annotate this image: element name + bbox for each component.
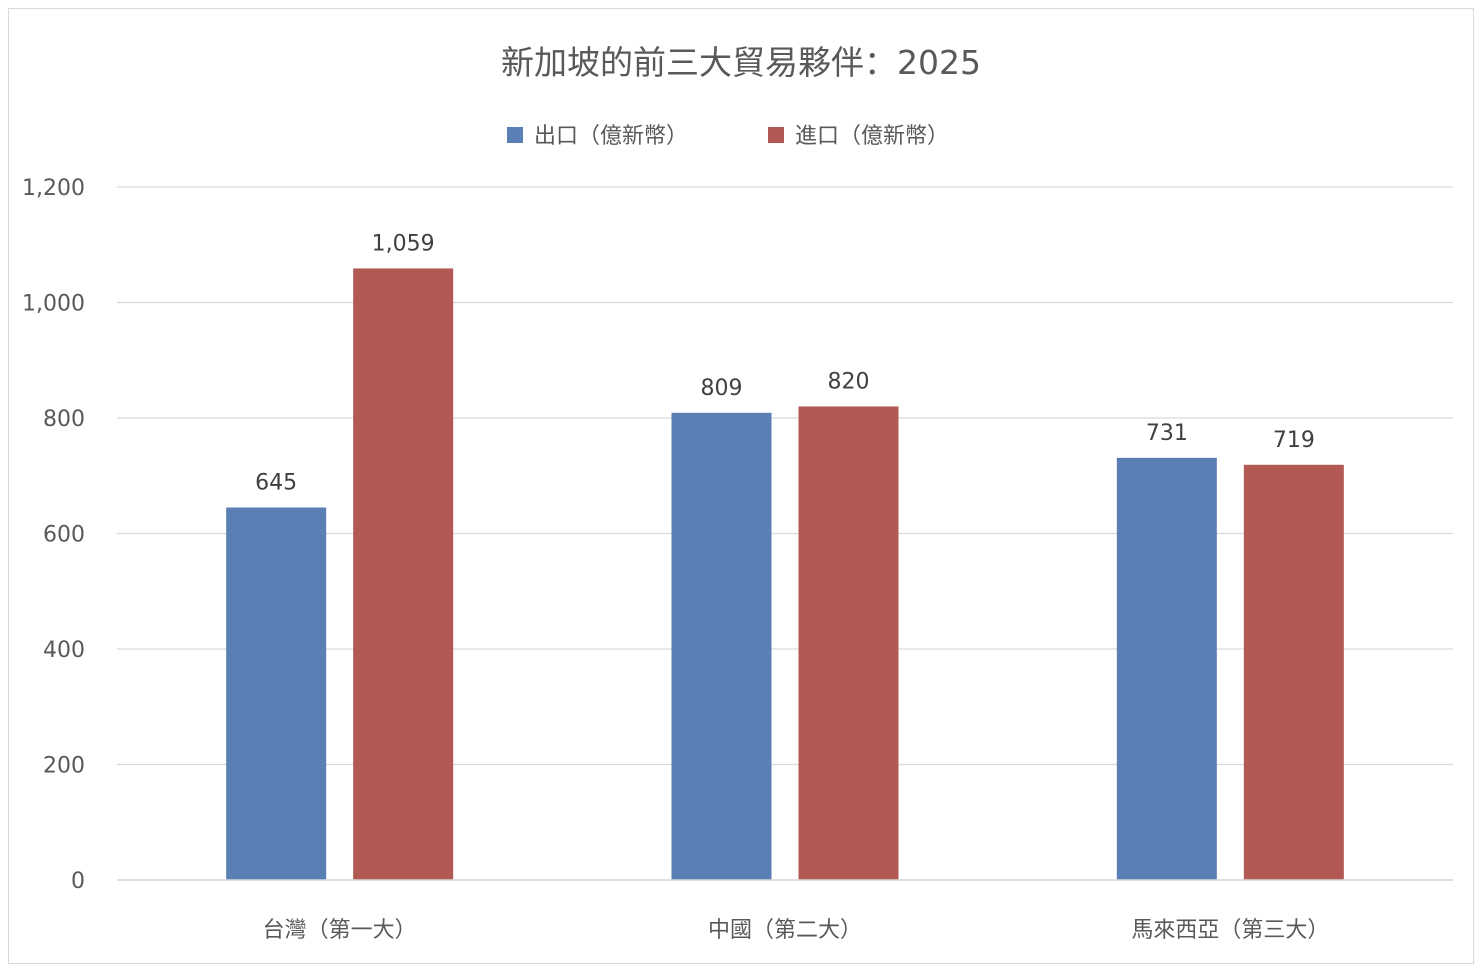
legend-label: 進口（億新幣） — [795, 124, 949, 149]
data-label: 719 — [1273, 428, 1315, 453]
bar — [1243, 464, 1344, 880]
chart-frame — [8, 8, 1474, 964]
gridlines: 0 200 400 600 800 1,000 1,200 — [22, 176, 1453, 894]
y-tick-label: 1,000 — [22, 292, 85, 317]
chart-title: 新加坡的前三大貿易夥伴：2025 — [501, 43, 981, 82]
bar — [1116, 457, 1217, 880]
category-labels: 台灣（第一大） 中國（第二大） 馬來西亞（第三大） — [263, 918, 1330, 943]
legend-swatch — [507, 127, 523, 143]
y-tick-label: 0 — [71, 869, 85, 894]
bar — [353, 268, 454, 880]
bar — [798, 406, 899, 880]
y-tick-label: 200 — [43, 754, 85, 779]
data-label: 820 — [828, 369, 870, 394]
y-tick-label: 1,200 — [22, 176, 85, 201]
bars: 645 1,059 809 820 731 719 — [117, 231, 1453, 881]
data-label: 731 — [1146, 421, 1188, 446]
legend-swatch — [768, 127, 784, 143]
x-category-label: 台灣（第一大） — [263, 918, 417, 943]
y-tick-label: 600 — [43, 523, 85, 548]
data-label: 645 — [255, 471, 297, 496]
bar — [226, 507, 327, 880]
legend-label: 出口（億新幣） — [534, 124, 688, 149]
bar — [671, 412, 772, 880]
data-label: 1,059 — [372, 231, 435, 256]
y-tick-label: 800 — [43, 407, 85, 432]
legend: 出口（億新幣） 進口（億新幣） — [507, 124, 949, 149]
data-label: 809 — [701, 376, 743, 401]
x-category-label: 馬來西亞（第三大） — [1131, 918, 1329, 943]
x-category-label: 中國（第二大） — [708, 918, 862, 943]
y-tick-label: 400 — [43, 638, 85, 663]
